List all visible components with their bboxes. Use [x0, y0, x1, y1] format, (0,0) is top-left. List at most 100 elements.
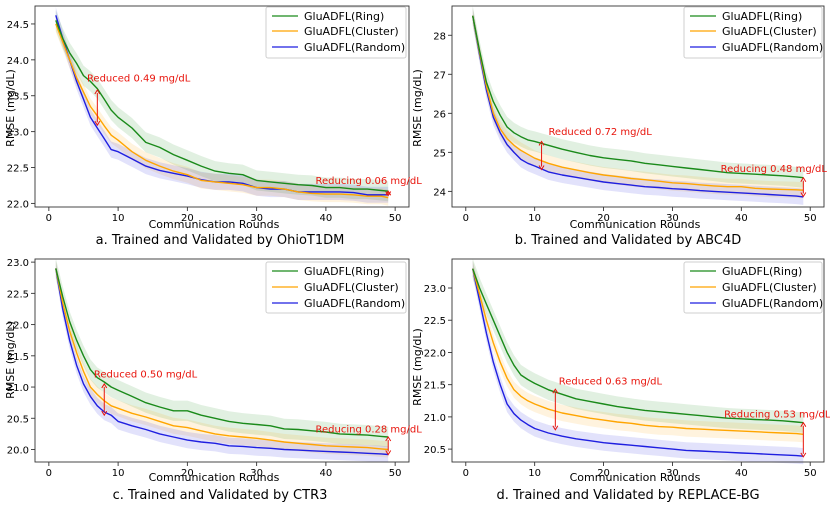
y-axis-label-b: RMSE (mg/dL)	[411, 69, 424, 147]
x-tick-label-a: 40	[320, 213, 333, 224]
series-line-cluster-b	[472, 15, 804, 191]
legend-label-ring-d: GluADFL(Ring)	[722, 265, 802, 278]
annotation-arrowhead-top-b-0	[538, 140, 545, 146]
annotation-arrowhead-top-a-0	[94, 89, 101, 95]
y-tick-label-a: 24.5	[7, 20, 29, 31]
axes-frame-b	[451, 5, 825, 208]
annotation-arrowhead-bottom-c-1	[385, 450, 392, 456]
x-tick-label-b: 40	[735, 213, 748, 224]
plot-c: 0 10 20 30 40 50 20.0 20.5 21.0 21.5 22.0 22.5 23.0 R…	[7, 258, 422, 479]
x-tick-label-a: 30	[250, 213, 263, 224]
series-line-random-c	[55, 268, 389, 456]
series-line-random-b	[472, 15, 804, 198]
x-tick-label-c: 10	[112, 468, 125, 479]
legend-c: GluADFL(Ring) GluADFL(Cluster) GluADFL(R…	[265, 261, 407, 314]
x-tick-label-c: 0	[46, 468, 52, 479]
series-line-cluster-c	[55, 268, 389, 451]
annotation-label-d-0: Reduced 0.63 mg/dL	[559, 377, 663, 388]
annotation-arrowhead-bottom-b-0	[538, 165, 545, 171]
y-tick-label-c: 20.0	[7, 446, 29, 457]
y-tick-label-a: 22.5	[7, 164, 29, 175]
x-tick-label-d: 50	[804, 468, 817, 479]
x-axis-label-b: Communication Rounds	[570, 218, 701, 231]
panel-d: 0 10 20 30 40 50 20.5 21.0 21.5 22.0 22.5 23.0 Reduc…	[411, 258, 830, 503]
x-tick-label-b: 10	[528, 213, 541, 224]
x-tick-label-b: 0	[463, 213, 469, 224]
panel-a: 0 10 20 30 40 50 22.0 22.5 23.0 23.5 24.0 24.5 Reduc…	[4, 5, 423, 248]
y-tick-label-b: 27	[433, 70, 446, 81]
series-line-ring-b	[472, 15, 804, 179]
annotation-arrowhead-top-d-1	[800, 421, 807, 427]
legend-a: GluADFL(Ring) GluADFL(Cluster) GluADFL(R…	[265, 6, 407, 59]
annotation-arrowhead-bottom-a-1	[385, 191, 392, 197]
x-tick-label-b: 20	[597, 213, 610, 224]
x-tick-label-d: 40	[735, 468, 748, 479]
panel-title-d: d. Trained and Validated by REPLACE-BG	[496, 488, 759, 503]
legend-label-random-a: GluADFL(Random)	[304, 41, 405, 54]
legend-d: GluADFL(Ring) GluADFL(Cluster) GluADFL(R…	[683, 261, 823, 314]
x-tick-label-a: 20	[181, 213, 194, 224]
y-tick-label-a: 22.0	[7, 199, 29, 210]
y-tick-label-d: 22.0	[424, 348, 446, 359]
y-tick-label-c: 22.0	[7, 321, 29, 332]
annotation-arrowhead-bottom-a-0	[94, 120, 101, 127]
panel-title-a: a. Trained and Validated by OhioT1DM	[96, 233, 345, 248]
band-ring-b	[472, 5, 804, 188]
legend-label-random-d: GluADFL(Random)	[722, 297, 823, 310]
x-axis-label-c: Communication Rounds	[149, 471, 280, 484]
y-axis-label-c: RMSE (mg/dL)	[4, 321, 17, 399]
annotation-label-b-0: Reduced 0.72 mg/dL	[548, 127, 652, 138]
axes-frame-a	[34, 5, 410, 208]
panel-b: 0 10 20 30 40 50 24 25 26 27 28 Reduced 0.72 mg/dL R…	[411, 5, 828, 248]
y-tick-label-b: 25	[433, 148, 446, 159]
legend-label-ring-a: GluADFL(Ring)	[304, 10, 384, 23]
x-tick-label-d: 20	[597, 468, 610, 479]
legend-label-random-c: GluADFL(Random)	[304, 297, 405, 310]
plot-b: 0 10 20 30 40 50 24 25 26 27 28 Reduced 0.72 mg/dL R…	[433, 5, 828, 224]
annotation-label-b-1: Reducing 0.48 mg/dL	[721, 164, 828, 175]
y-tick-label-a: 24.0	[7, 56, 29, 67]
annotation-arrowhead-top-d-0	[552, 388, 559, 394]
annotation-arrowhead-top-c-1	[385, 436, 392, 442]
band-ring-a	[55, 10, 389, 202]
annotation-arrowhead-bottom-d-0	[552, 425, 559, 431]
x-tick-label-a: 50	[389, 213, 402, 224]
x-tick-label-c: 40	[320, 468, 333, 479]
y-tick-label-b: 28	[433, 31, 446, 42]
axes-frame-d	[451, 258, 825, 463]
x-tick-label-c: 20	[181, 468, 194, 479]
panel-title-b: b. Trained and Validated by ABC4D	[515, 233, 741, 248]
series-line-ring-a	[55, 20, 389, 192]
x-axis-label-d: Communication Rounds	[570, 471, 701, 484]
y-tick-label-d: 22.5	[424, 316, 446, 327]
legend-label-ring-c: GluADFL(Ring)	[304, 265, 384, 278]
annotation-arrowhead-top-c-0	[101, 382, 108, 389]
annotation-label-c-1: Reducing 0.28 mg/dL	[316, 425, 423, 436]
y-tick-label-a: 23.5	[7, 92, 29, 103]
plot-d: 0 10 20 30 40 50 20.5 21.0 21.5 22.0 22.5 23.0 Reduc…	[424, 258, 830, 479]
y-tick-label-d: 23.0	[424, 284, 446, 295]
annotation-label-a-1: Reducing 0.06 mg/dL	[316, 176, 423, 187]
annotation-arrowhead-bottom-d-1	[800, 452, 807, 458]
x-tick-label-d: 10	[528, 468, 541, 479]
legend-label-cluster-b: GluADFL(Cluster)	[722, 25, 817, 38]
annotation-label-a-0: Reduced 0.49 mg/dL	[87, 73, 191, 84]
y-tick-label-c: 23.0	[7, 258, 29, 269]
band-cluster-c	[55, 260, 389, 458]
panel-title-c: c. Trained and Validated by CTR3	[113, 488, 328, 503]
x-tick-label-c: 50	[389, 468, 402, 479]
y-tick-label-b: 26	[433, 109, 446, 120]
y-axis-label-a: RMSE (mg/dL)	[4, 69, 17, 147]
annotation-label-d-1: Reducing 0.53 mg/dL	[724, 410, 830, 421]
annotation-label-c-0: Reduced 0.50 mg/dL	[94, 370, 198, 381]
annotation-arrowhead-top-a-1	[385, 190, 392, 196]
x-tick-label-a: 0	[46, 213, 52, 224]
legend-label-cluster-a: GluADFL(Cluster)	[304, 25, 399, 38]
y-tick-label-c: 21.0	[7, 383, 29, 394]
series-line-random-d	[472, 268, 804, 457]
x-tick-label-b: 30	[666, 213, 679, 224]
y-tick-label-d: 21.0	[424, 413, 446, 424]
legend-label-random-b: GluADFL(Random)	[722, 41, 823, 54]
band-cluster-a	[55, 15, 389, 206]
